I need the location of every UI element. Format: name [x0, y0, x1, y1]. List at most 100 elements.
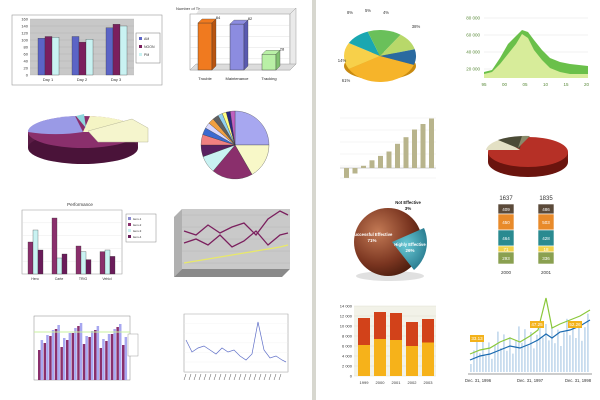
pie-label: 5%	[365, 8, 371, 13]
x-tick	[198, 373, 202, 381]
volume-bar	[551, 326, 553, 372]
series-line	[183, 210, 289, 236]
x-tick-label: 20	[584, 82, 590, 87]
bar	[91, 331, 94, 380]
x-tick-label: TRIG	[79, 277, 88, 281]
volume-bar	[557, 329, 559, 372]
bar-value-label: 84	[216, 15, 221, 20]
bar	[43, 343, 47, 380]
segment-value-label: 336	[542, 256, 550, 261]
bar	[119, 25, 128, 76]
x-tick-label: 15	[563, 82, 569, 87]
volume-bar	[530, 332, 532, 372]
bar-3d-chart: Number of Times 84 Trouble 82 Maintenance 28…	[176, 6, 297, 81]
x-tick-label: 05	[522, 82, 528, 87]
series-line	[183, 244, 289, 264]
segment-value-label: 428	[542, 236, 550, 241]
x-tick-label: Day 2	[77, 77, 88, 82]
pie-slice	[380, 49, 416, 65]
x-tick	[183, 373, 187, 381]
volume-bar	[578, 324, 580, 372]
bar-upper	[374, 312, 386, 339]
bar	[261, 54, 277, 71]
x-tick-label: Dec. 31, 1996	[465, 378, 492, 383]
bar	[105, 341, 108, 380]
bar	[38, 350, 41, 380]
pie-slice	[367, 30, 401, 56]
segment-value-label: 409	[502, 207, 510, 212]
volume-bar	[509, 337, 511, 372]
legend-swatch	[139, 45, 142, 48]
sphere-mid-label: Highly Effective	[394, 242, 426, 247]
dense-clustered-bar-chart	[33, 315, 139, 381]
bar	[96, 326, 100, 380]
volume-bar	[536, 334, 538, 372]
column-year-label: 1835	[539, 196, 553, 202]
volume-bar	[485, 356, 487, 372]
x-tick-label: 2001	[541, 270, 552, 275]
bar	[420, 124, 426, 168]
volume-bar	[566, 318, 568, 372]
pie-slice-olive	[518, 135, 530, 148]
volume-bar	[584, 327, 586, 372]
exploded-pie-labels-chart: 8% 4% 14% 61% 5% 38%	[338, 8, 421, 83]
bar	[78, 41, 87, 76]
x-tick-label: 00	[502, 82, 508, 87]
bar	[61, 253, 68, 275]
x-tick	[213, 373, 217, 381]
bar	[88, 337, 91, 380]
pie-slice	[344, 43, 380, 69]
series-line	[185, 321, 287, 363]
bar	[27, 241, 34, 275]
volume-bar	[560, 346, 562, 372]
bar	[104, 249, 111, 275]
y-tick-label: 140	[21, 24, 28, 29]
segment-value-label: 503	[542, 220, 550, 225]
x-tick	[223, 373, 227, 381]
pie-slice	[348, 31, 380, 56]
x-tick	[218, 373, 222, 381]
bar	[51, 217, 58, 275]
exploded-pie-3d-chart	[27, 114, 149, 164]
legend-swatch	[128, 223, 131, 226]
segment-value-label: 18	[543, 247, 549, 252]
bar	[386, 151, 392, 168]
bar	[378, 155, 383, 168]
x-tick	[208, 373, 212, 381]
volume-bar	[524, 329, 526, 372]
bar	[403, 137, 409, 168]
stack-segment	[537, 251, 555, 265]
volume-bar	[479, 353, 481, 372]
bar	[32, 229, 39, 275]
value-callout-label: 33.13	[471, 336, 483, 341]
bar	[60, 347, 63, 380]
bar	[99, 348, 103, 380]
volume-bar	[527, 345, 529, 372]
x-tick	[278, 373, 282, 381]
sphere-large-slice	[354, 208, 422, 276]
pie-label: 61%	[342, 78, 351, 83]
volume-bar	[569, 335, 571, 372]
bar	[82, 344, 86, 380]
series-line	[183, 230, 289, 248]
volume-bar	[500, 348, 502, 372]
bar	[112, 24, 121, 76]
y-tick-label: 80 000	[466, 16, 480, 21]
x-tick-label: Vehicl	[102, 277, 112, 281]
y-axis-title: Number of Times	[176, 6, 206, 11]
y-tick-label: 80	[24, 45, 29, 50]
multi-slice-pie-chart	[200, 110, 270, 180]
legend-label: AM	[144, 37, 149, 41]
x-tick-label: Carte	[55, 277, 64, 281]
pie-slice	[230, 110, 236, 146]
legend-swatch	[139, 37, 142, 40]
y-tick-label: 4 000	[342, 354, 353, 359]
y-tick-label: 20	[24, 66, 29, 71]
bar	[116, 327, 119, 380]
volume-bar	[494, 345, 496, 372]
bar-lower	[374, 339, 386, 376]
x-tick-label: 95	[481, 82, 487, 87]
pie-label: 14%	[338, 58, 347, 63]
clustered-bar-chart: 160 140 120 100 80 60 40 20 0 Day 1 Day 2 Day 3 AM NO…	[11, 14, 163, 86]
stack-segment	[497, 251, 515, 265]
